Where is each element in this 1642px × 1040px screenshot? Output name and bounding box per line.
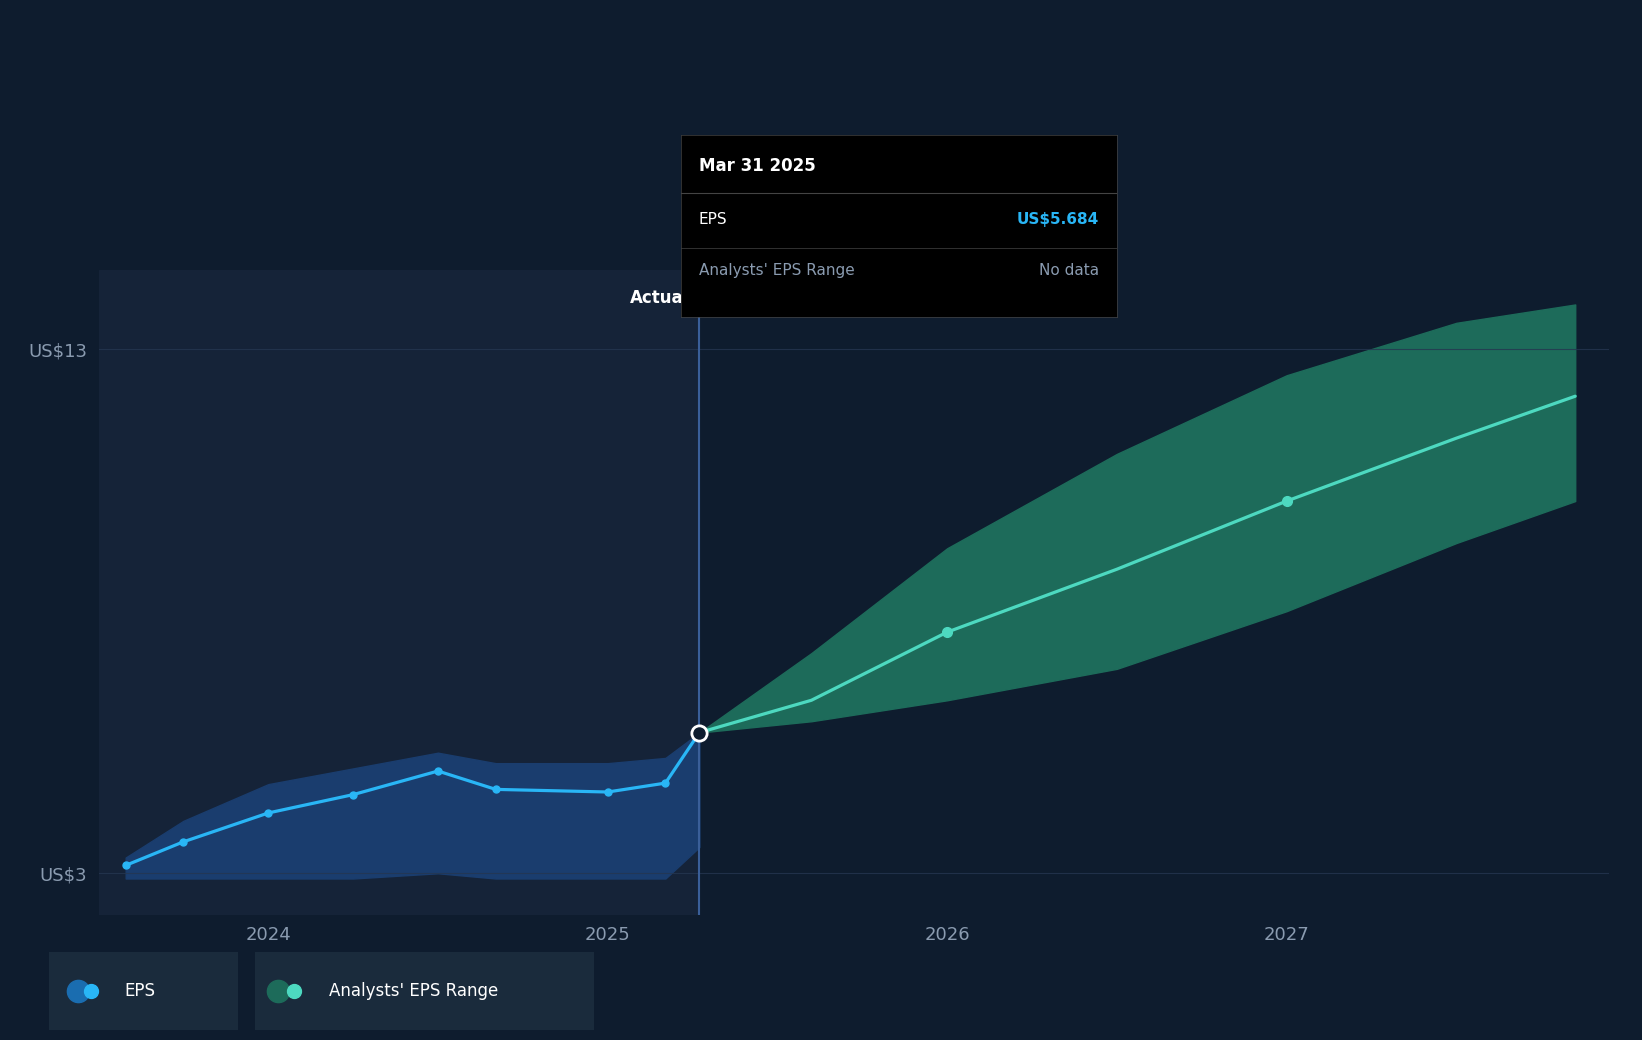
Bar — [99, 270, 699, 915]
Text: Analysts' EPS Range: Analysts' EPS Range — [699, 263, 854, 278]
Text: EPS: EPS — [699, 212, 727, 227]
Text: US$5.684: US$5.684 — [1016, 212, 1098, 227]
Text: Mar 31 2025: Mar 31 2025 — [699, 157, 816, 175]
Text: Analysts' EPS Range: Analysts' EPS Range — [330, 982, 499, 999]
Text: EPS: EPS — [125, 982, 156, 999]
Text: Analysts Forecasts: Analysts Forecasts — [709, 289, 864, 307]
Text: Actual: Actual — [631, 289, 690, 307]
Text: No data: No data — [1039, 263, 1098, 278]
